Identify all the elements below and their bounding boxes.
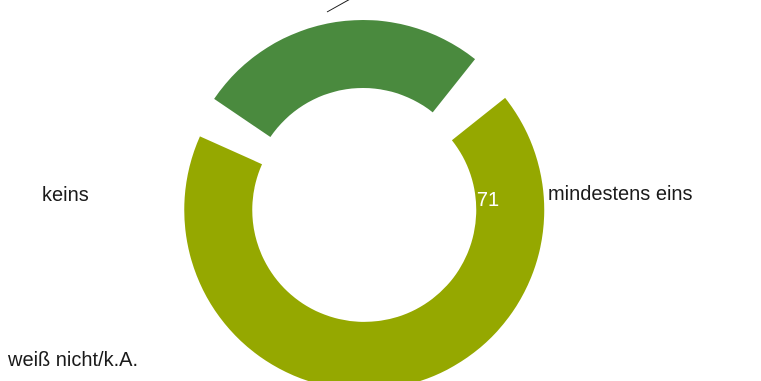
category-label-keins: keins [42,184,89,206]
leader-line [326,0,350,13]
slices-group [184,20,545,381]
data-label-keins: 28 [157,183,179,205]
category-label-weiss-nicht-ka: weiß nicht/k.A. [7,349,138,371]
slice-mindestens-eins [184,97,545,381]
data-label-mindestens-eins: 71 [477,189,499,211]
category-label-mindestens-eins: mindestens eins [548,183,693,205]
slice-keins [214,20,476,138]
